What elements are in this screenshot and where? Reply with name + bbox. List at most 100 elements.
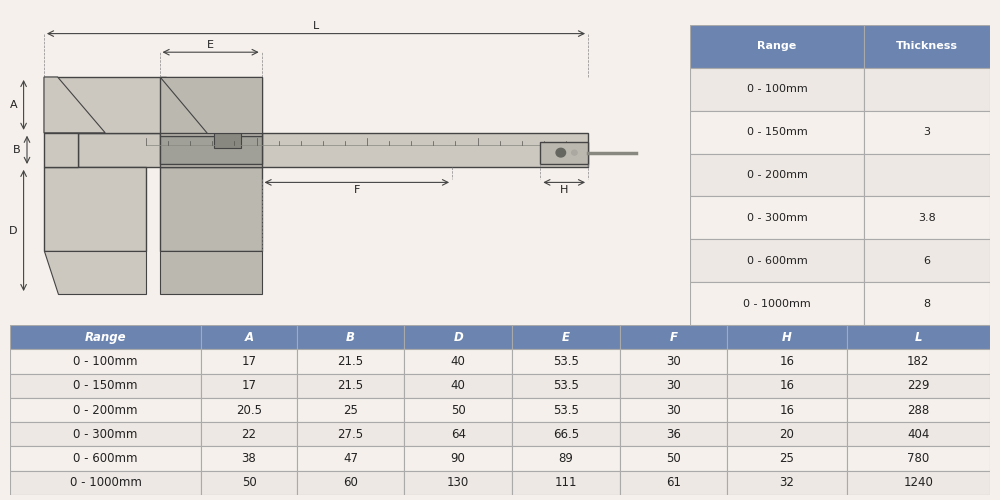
Text: 16: 16 bbox=[779, 404, 794, 416]
Text: Thickness: Thickness bbox=[896, 42, 958, 51]
Text: L: L bbox=[915, 330, 922, 344]
FancyBboxPatch shape bbox=[864, 154, 990, 196]
Text: 17: 17 bbox=[242, 355, 257, 368]
FancyBboxPatch shape bbox=[864, 25, 990, 68]
FancyBboxPatch shape bbox=[160, 136, 262, 164]
Text: H: H bbox=[782, 330, 792, 344]
Text: 50: 50 bbox=[666, 452, 681, 465]
Text: 288: 288 bbox=[907, 404, 929, 416]
Text: 404: 404 bbox=[907, 428, 929, 441]
FancyBboxPatch shape bbox=[864, 68, 990, 110]
FancyBboxPatch shape bbox=[847, 446, 990, 470]
FancyBboxPatch shape bbox=[160, 167, 262, 250]
FancyBboxPatch shape bbox=[201, 398, 297, 422]
FancyBboxPatch shape bbox=[201, 446, 297, 470]
Text: 30: 30 bbox=[666, 355, 681, 368]
FancyBboxPatch shape bbox=[847, 398, 990, 422]
FancyBboxPatch shape bbox=[78, 133, 588, 167]
FancyBboxPatch shape bbox=[201, 470, 297, 495]
Text: D: D bbox=[453, 330, 463, 344]
FancyBboxPatch shape bbox=[620, 374, 727, 398]
FancyBboxPatch shape bbox=[297, 374, 404, 398]
FancyBboxPatch shape bbox=[201, 350, 297, 374]
Text: 36: 36 bbox=[666, 428, 681, 441]
Text: 53.5: 53.5 bbox=[553, 379, 579, 392]
Text: 27.5: 27.5 bbox=[338, 428, 364, 441]
Text: 20: 20 bbox=[779, 428, 794, 441]
FancyBboxPatch shape bbox=[404, 470, 512, 495]
Text: 66.5: 66.5 bbox=[553, 428, 579, 441]
Text: 3: 3 bbox=[924, 127, 930, 137]
Text: 60: 60 bbox=[343, 476, 358, 490]
FancyBboxPatch shape bbox=[10, 446, 201, 470]
FancyBboxPatch shape bbox=[512, 325, 620, 349]
FancyBboxPatch shape bbox=[404, 398, 512, 422]
FancyBboxPatch shape bbox=[44, 77, 166, 133]
Text: B: B bbox=[346, 330, 355, 344]
FancyBboxPatch shape bbox=[690, 25, 864, 68]
FancyBboxPatch shape bbox=[512, 446, 620, 470]
FancyBboxPatch shape bbox=[847, 374, 990, 398]
Text: 0 - 100mm: 0 - 100mm bbox=[747, 84, 807, 94]
FancyBboxPatch shape bbox=[690, 282, 864, 325]
FancyBboxPatch shape bbox=[297, 325, 404, 349]
FancyBboxPatch shape bbox=[512, 422, 620, 446]
FancyBboxPatch shape bbox=[44, 167, 146, 250]
Polygon shape bbox=[44, 77, 105, 133]
Polygon shape bbox=[44, 250, 146, 294]
FancyBboxPatch shape bbox=[847, 325, 990, 349]
Text: B: B bbox=[13, 145, 21, 155]
Text: 0 - 100mm: 0 - 100mm bbox=[73, 355, 138, 368]
Text: 25: 25 bbox=[343, 404, 358, 416]
FancyBboxPatch shape bbox=[404, 422, 512, 446]
Text: H: H bbox=[560, 185, 568, 195]
FancyBboxPatch shape bbox=[201, 374, 297, 398]
FancyBboxPatch shape bbox=[297, 470, 404, 495]
Text: 17: 17 bbox=[242, 379, 257, 392]
Text: 61: 61 bbox=[666, 476, 681, 490]
FancyBboxPatch shape bbox=[44, 133, 78, 167]
FancyBboxPatch shape bbox=[620, 350, 727, 374]
FancyBboxPatch shape bbox=[297, 350, 404, 374]
FancyBboxPatch shape bbox=[512, 350, 620, 374]
Text: F: F bbox=[354, 185, 360, 195]
FancyBboxPatch shape bbox=[690, 240, 864, 282]
Text: E: E bbox=[207, 40, 214, 50]
Text: 182: 182 bbox=[907, 355, 929, 368]
Text: 130: 130 bbox=[447, 476, 469, 490]
FancyBboxPatch shape bbox=[727, 422, 847, 446]
Text: 6: 6 bbox=[924, 256, 930, 266]
FancyBboxPatch shape bbox=[10, 325, 201, 349]
Text: 8: 8 bbox=[923, 298, 931, 308]
FancyBboxPatch shape bbox=[404, 350, 512, 374]
FancyBboxPatch shape bbox=[10, 470, 201, 495]
Text: 47: 47 bbox=[343, 452, 358, 465]
FancyBboxPatch shape bbox=[620, 422, 727, 446]
FancyBboxPatch shape bbox=[620, 446, 727, 470]
FancyBboxPatch shape bbox=[620, 325, 727, 349]
Polygon shape bbox=[160, 250, 262, 294]
Text: E: E bbox=[562, 330, 570, 344]
FancyBboxPatch shape bbox=[864, 282, 990, 325]
Text: Range: Range bbox=[85, 330, 126, 344]
Text: 16: 16 bbox=[779, 355, 794, 368]
Text: 53.5: 53.5 bbox=[553, 404, 579, 416]
Text: 0 - 1000mm: 0 - 1000mm bbox=[70, 476, 142, 490]
Text: 90: 90 bbox=[451, 452, 466, 465]
Text: 32: 32 bbox=[779, 476, 794, 490]
FancyBboxPatch shape bbox=[727, 398, 847, 422]
FancyBboxPatch shape bbox=[540, 142, 588, 164]
Text: 30: 30 bbox=[666, 404, 681, 416]
Text: 0 - 150mm: 0 - 150mm bbox=[747, 127, 807, 137]
Polygon shape bbox=[160, 77, 262, 133]
Text: 1240: 1240 bbox=[903, 476, 933, 490]
FancyBboxPatch shape bbox=[620, 398, 727, 422]
FancyBboxPatch shape bbox=[10, 374, 201, 398]
Text: 0 - 600mm: 0 - 600mm bbox=[747, 256, 807, 266]
FancyBboxPatch shape bbox=[10, 422, 201, 446]
Circle shape bbox=[572, 150, 577, 155]
FancyBboxPatch shape bbox=[297, 398, 404, 422]
FancyBboxPatch shape bbox=[404, 446, 512, 470]
FancyBboxPatch shape bbox=[160, 77, 262, 136]
Text: 3.8: 3.8 bbox=[918, 213, 936, 223]
